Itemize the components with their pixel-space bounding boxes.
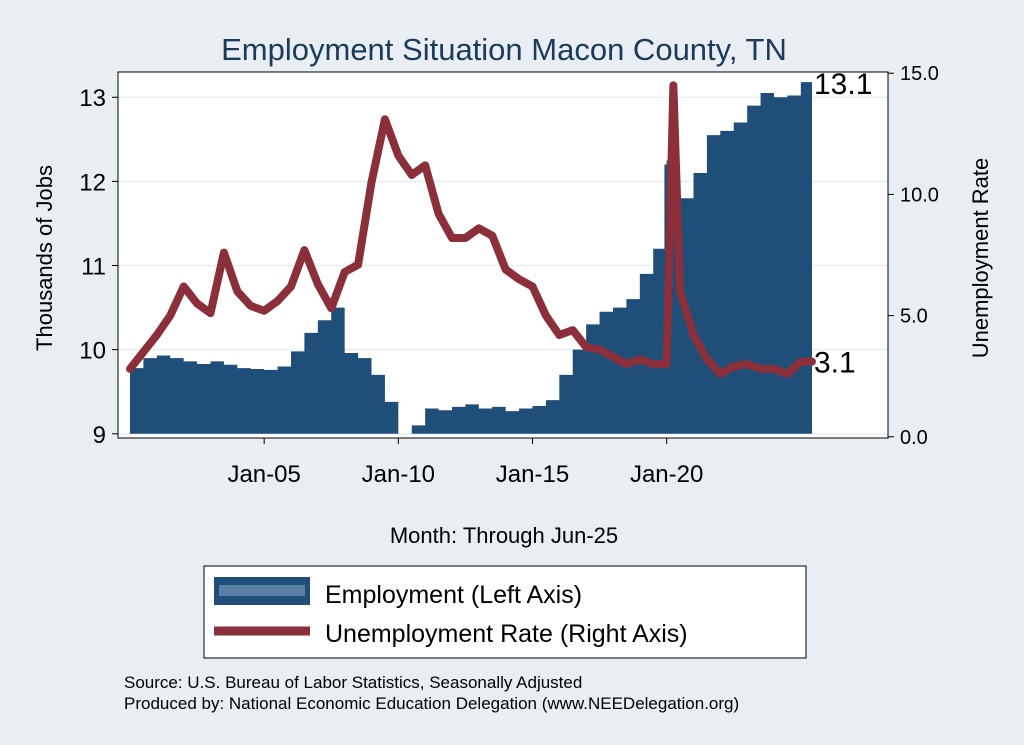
legend: Employment (Left Axis) Unemployment Rate… (203, 565, 807, 659)
y-axis-label-right: Unemployment Rate (968, 158, 993, 359)
y-left-tick-label: 10 (79, 338, 106, 365)
y-left-tick-label: 13 (79, 85, 106, 112)
source-line-2: Produced by: National Economic Education… (124, 694, 739, 713)
source-line-1: Source: U.S. Bureau of Labor Statistics,… (124, 673, 582, 692)
employment-series-area (130, 82, 812, 434)
employment-area (130, 82, 812, 434)
y-right-tick-label: 10.0 (900, 184, 939, 206)
end-label-unemployment: 3.1 (814, 347, 856, 380)
legend-label-employment: Employment (Left Axis) (325, 581, 582, 609)
chart-title: Employment Situation Macon County, TN (221, 32, 787, 67)
axes: 9 10 11 12 13 0.0 5.0 10.0 15.0 Jan-05 Jan-10 Jan-1… (79, 63, 939, 488)
plot-frame (117, 71, 889, 439)
unemployment-series-line (126, 81, 816, 378)
y-right-tick-label: 5.0 (900, 306, 928, 328)
y-left-tick-label: 11 (81, 254, 106, 281)
x-tick-label: Jan-10 (362, 461, 435, 488)
x-tick-label: Jan-20 (630, 461, 703, 488)
legend-label-unemployment: Unemployment Rate (Right Axis) (325, 620, 688, 648)
unemployment-line (126, 81, 816, 378)
y-left-tick-label: 9 (93, 422, 106, 449)
y-axis-label-left: Thousands of Jobs (32, 165, 57, 351)
y-right-tick-label: 15.0 (900, 63, 939, 85)
y-right-tick-label: 0.0 (900, 427, 928, 449)
end-label-employment: 13.1 (814, 68, 872, 101)
y-left-tick-label: 12 (79, 169, 106, 196)
x-axis-label: Month: Through Jun-25 (390, 523, 618, 548)
legend-swatch-employment-inner (219, 585, 305, 596)
x-tick-label: Jan-05 (227, 461, 300, 488)
x-tick-label: Jan-15 (496, 461, 569, 488)
